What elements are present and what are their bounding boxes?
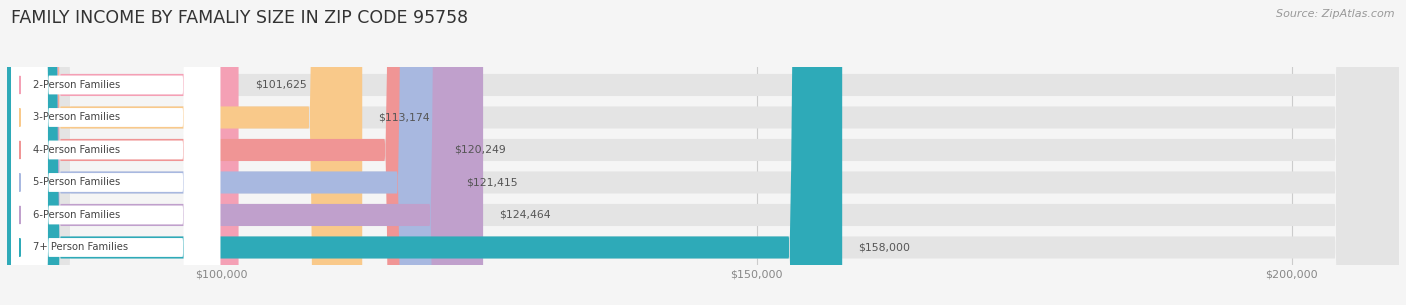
Text: $101,625: $101,625 [254, 80, 307, 90]
Text: FAMILY INCOME BY FAMALIY SIZE IN ZIP CODE 95758: FAMILY INCOME BY FAMALIY SIZE IN ZIP COD… [11, 9, 468, 27]
Text: $113,174: $113,174 [378, 113, 430, 123]
Text: 7+ Person Families: 7+ Person Families [32, 242, 128, 253]
Text: 3-Person Families: 3-Person Families [32, 113, 120, 123]
Text: $121,415: $121,415 [467, 178, 519, 188]
FancyBboxPatch shape [7, 0, 1399, 305]
FancyBboxPatch shape [7, 0, 484, 305]
FancyBboxPatch shape [7, 0, 1399, 305]
Text: Source: ZipAtlas.com: Source: ZipAtlas.com [1277, 9, 1395, 19]
FancyBboxPatch shape [7, 0, 450, 305]
FancyBboxPatch shape [7, 0, 363, 305]
Text: $124,464: $124,464 [499, 210, 551, 220]
FancyBboxPatch shape [11, 0, 221, 305]
FancyBboxPatch shape [11, 0, 221, 305]
FancyBboxPatch shape [11, 0, 221, 305]
FancyBboxPatch shape [7, 0, 842, 305]
Text: 6-Person Families: 6-Person Families [32, 210, 120, 220]
FancyBboxPatch shape [11, 0, 221, 305]
FancyBboxPatch shape [11, 0, 221, 305]
FancyBboxPatch shape [7, 0, 1399, 305]
Text: $158,000: $158,000 [858, 242, 910, 253]
Text: 4-Person Families: 4-Person Families [32, 145, 120, 155]
FancyBboxPatch shape [7, 0, 439, 305]
Text: 5-Person Families: 5-Person Families [32, 178, 120, 188]
FancyBboxPatch shape [7, 0, 239, 305]
FancyBboxPatch shape [7, 0, 1399, 305]
FancyBboxPatch shape [7, 0, 1399, 305]
Text: $120,249: $120,249 [454, 145, 506, 155]
FancyBboxPatch shape [11, 0, 221, 305]
Text: 2-Person Families: 2-Person Families [32, 80, 120, 90]
FancyBboxPatch shape [7, 0, 1399, 305]
